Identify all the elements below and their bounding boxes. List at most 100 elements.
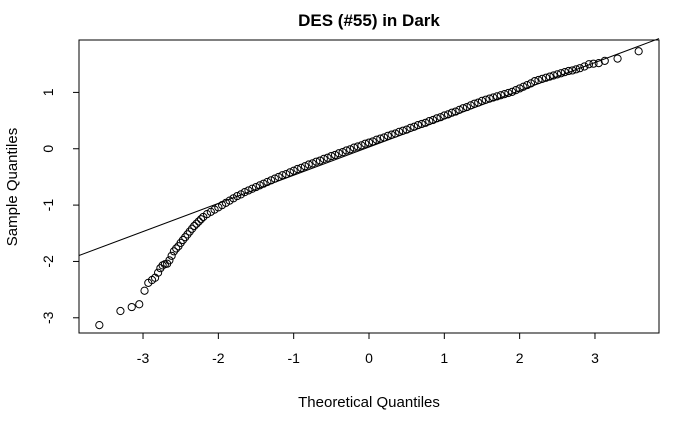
data-point <box>178 235 188 245</box>
data-point <box>584 60 594 69</box>
data-point <box>346 145 355 154</box>
data-point <box>600 56 609 65</box>
data-point <box>312 157 321 166</box>
data-point <box>285 168 295 177</box>
data-point <box>297 163 306 173</box>
data-point <box>379 133 389 142</box>
data-point <box>259 179 268 188</box>
y-tick-label: -3 <box>40 311 56 324</box>
data-point <box>459 104 468 113</box>
x-tick-label: -1 <box>287 350 300 366</box>
data-point <box>572 65 581 74</box>
data-point <box>428 115 438 125</box>
data-point <box>613 54 622 63</box>
x-axis: -3 -2 -1 0 1 2 3 <box>137 332 599 366</box>
data-point <box>304 160 313 169</box>
data-point <box>364 138 374 147</box>
data-point <box>432 114 441 123</box>
data-point <box>534 75 543 85</box>
data-point <box>372 135 381 144</box>
data-point <box>496 91 505 100</box>
data-point <box>383 131 392 140</box>
data-point <box>440 111 449 120</box>
data-point <box>319 154 328 163</box>
x-tick-label: 1 <box>440 350 448 366</box>
y-axis-label: Sample Quantiles <box>4 128 21 246</box>
data-point <box>194 217 203 226</box>
data-point <box>425 117 434 126</box>
data-point <box>447 108 456 117</box>
data-point <box>270 174 279 183</box>
data-point <box>135 300 144 309</box>
data-point <box>485 94 494 103</box>
data-point <box>545 72 554 81</box>
plot-frame <box>78 39 660 334</box>
data-point <box>556 69 566 78</box>
data-point <box>315 156 325 165</box>
data-point <box>368 137 377 146</box>
data-point <box>477 96 487 105</box>
data-point <box>248 184 257 193</box>
data-point <box>289 166 298 175</box>
data-point <box>300 162 310 171</box>
data-point <box>470 99 479 108</box>
data-point <box>357 141 366 150</box>
points-layer <box>95 47 643 330</box>
y-tick-label: -1 <box>40 199 56 212</box>
data-point <box>417 119 426 129</box>
data-point <box>589 59 598 68</box>
data-point <box>538 74 547 83</box>
data-point <box>95 321 104 330</box>
data-point <box>293 164 302 174</box>
data-point <box>500 89 509 99</box>
data-point <box>165 256 174 265</box>
data-point <box>553 70 562 79</box>
x-tick-label: -2 <box>212 350 225 366</box>
y-axis: -3 -2 -1 0 1 <box>40 88 80 324</box>
data-point <box>167 251 176 260</box>
y-tick-label: -2 <box>40 255 56 268</box>
data-point <box>244 186 253 195</box>
y-tick-label: 1 <box>40 88 56 96</box>
x-axis-label: Theoretical Quantiles <box>298 394 440 411</box>
data-point <box>511 86 520 95</box>
data-point <box>492 92 502 101</box>
data-point <box>240 188 249 197</box>
data-point <box>342 146 351 155</box>
data-point <box>515 84 524 93</box>
data-point <box>549 71 558 80</box>
data-point <box>481 95 490 104</box>
data-point <box>413 120 423 130</box>
data-point <box>233 191 242 201</box>
data-point <box>176 238 185 247</box>
data-point <box>575 64 585 73</box>
x-tick-label: 0 <box>365 350 373 366</box>
data-point <box>323 153 332 162</box>
data-point <box>251 182 261 192</box>
data-point <box>183 230 192 239</box>
data-point <box>334 149 343 158</box>
data-point <box>361 139 370 148</box>
data-point <box>308 159 317 168</box>
data-point <box>508 87 517 96</box>
data-point <box>530 77 539 86</box>
data-point <box>349 143 359 152</box>
data-point <box>443 110 453 119</box>
data-point <box>338 148 347 157</box>
data-point <box>263 177 272 187</box>
x-tick-label: 3 <box>591 350 599 366</box>
data-point <box>327 151 336 161</box>
data-point <box>353 142 362 151</box>
data-point <box>466 101 475 110</box>
data-point <box>406 123 415 133</box>
data-point <box>391 129 400 138</box>
data-point <box>560 68 569 77</box>
data-point <box>196 215 206 224</box>
data-point <box>580 62 589 71</box>
x-tick-label: 2 <box>516 350 524 366</box>
data-point <box>398 126 407 135</box>
data-point <box>278 171 287 180</box>
data-point <box>185 227 194 236</box>
data-point <box>568 66 577 75</box>
